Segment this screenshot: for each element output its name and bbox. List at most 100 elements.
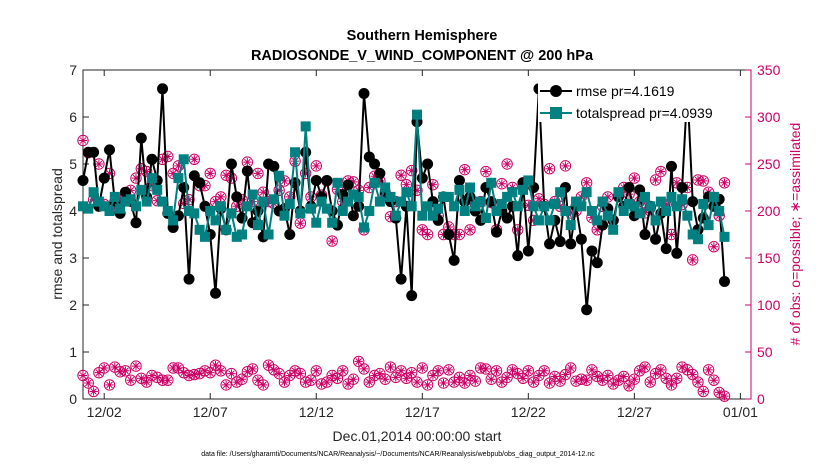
obs-possible-marker	[708, 374, 720, 386]
obs-assimilated-marker	[349, 375, 358, 384]
totalspread-point	[613, 187, 624, 198]
obs-assimilated-marker	[190, 155, 199, 164]
rmse-point	[358, 88, 370, 99]
obs-possible-marker	[125, 374, 137, 386]
obs-possible-marker	[305, 374, 317, 386]
obs-assimilated-marker	[598, 376, 607, 385]
obs-possible-marker	[496, 178, 508, 190]
obs-assimilated-marker	[688, 255, 697, 265]
obs-possible-marker	[421, 379, 434, 391]
totalspread-point	[618, 206, 629, 216]
totalspread-point	[486, 177, 497, 188]
obs-possible-marker	[686, 368, 699, 381]
obs-assimilated-marker	[646, 377, 655, 387]
totalspread-point	[576, 201, 587, 212]
totalspread-point	[507, 187, 518, 198]
totalspread-point	[703, 220, 714, 231]
obs-assimilated-marker	[720, 178, 729, 187]
obs-assimilated-marker	[248, 197, 257, 206]
obs-assimilated-marker	[465, 371, 475, 380]
obs-possible-marker	[77, 134, 89, 147]
obs-assimilated-marker	[656, 365, 666, 375]
obs-assimilated-marker	[274, 369, 284, 378]
y-left-tick-label: 2	[69, 297, 77, 313]
obs-assimilated-marker	[206, 169, 215, 178]
legend-spread-marker	[550, 107, 562, 119]
obs-possible-marker	[220, 379, 232, 391]
y-left-tick-label: 6	[69, 109, 77, 125]
obs-possible-marker	[512, 224, 524, 236]
obs-assimilated-marker	[709, 376, 719, 385]
rmse-point	[660, 243, 672, 255]
y-left-tick-label: 1	[69, 344, 77, 360]
obs-assimilated-marker	[285, 371, 294, 380]
obs-assimilated-marker	[306, 376, 316, 385]
obs-assimilated-marker	[587, 213, 597, 222]
obs-assimilated-marker	[274, 186, 284, 195]
obs-possible-marker	[655, 364, 667, 376]
obs-assimilated-marker	[327, 371, 337, 380]
obs-assimilated-marker	[237, 195, 247, 204]
obs-assimilated-marker	[455, 373, 464, 382]
obs-assimilated-marker	[418, 225, 427, 234]
rmse-point	[416, 172, 428, 184]
obs-assimilated-marker	[221, 171, 231, 180]
totalspread-point	[544, 215, 555, 226]
rmse-point	[586, 245, 598, 257]
rmse-point	[544, 238, 556, 250]
rmse-point	[284, 229, 296, 240]
totalspread-point	[258, 196, 269, 207]
totalspread-point	[295, 208, 306, 219]
obs-assimilated-marker	[635, 366, 644, 375]
obs-assimilated-marker	[137, 374, 146, 383]
obs-assimilated-marker	[232, 202, 241, 211]
x-tick-label: 12/22	[511, 404, 546, 420]
obs-assimilated-marker	[153, 373, 162, 382]
obs-assimilated-marker	[296, 369, 305, 378]
rmse-point	[422, 158, 434, 170]
obs-assimilated-marker	[709, 242, 719, 251]
obs-assimilated-marker	[412, 377, 422, 387]
obs-possible-marker	[490, 365, 503, 377]
totalspread-point	[655, 196, 666, 207]
y-left-tick-label: 0	[69, 391, 77, 407]
rmse-point	[130, 217, 142, 229]
rmse-point	[369, 158, 381, 170]
obs-assimilated-marker	[683, 365, 692, 375]
totalspread-point	[518, 184, 529, 195]
obs-assimilated-marker	[216, 366, 226, 375]
obs-assimilated-marker	[471, 376, 480, 386]
obs-assimilated-marker	[497, 179, 507, 188]
totalspread-point	[571, 196, 582, 207]
totalspread-point	[549, 198, 560, 209]
obs-possible-marker	[257, 379, 269, 391]
obs-assimilated-marker	[561, 161, 570, 171]
y-right-tick-label: 0	[757, 391, 765, 407]
rmse-point	[310, 174, 322, 186]
obs-assimilated-marker	[672, 178, 681, 187]
totalspread-point	[708, 191, 719, 202]
obs-possible-marker	[580, 374, 593, 386]
obs-assimilated-marker	[354, 357, 363, 366]
totalspread-point	[327, 217, 338, 228]
rmse-point	[321, 174, 333, 186]
totalspread-point	[178, 154, 189, 165]
totalspread-point	[475, 196, 486, 207]
obs-possible-marker	[119, 365, 132, 377]
obs-assimilated-marker	[396, 171, 406, 180]
obs-assimilated-marker	[667, 230, 676, 239]
obs-assimilated-marker	[677, 362, 687, 372]
totalspread-point	[565, 220, 576, 231]
totalspread-point	[311, 217, 322, 228]
obs-assimilated-marker	[343, 379, 353, 389]
obs-assimilated-marker	[312, 161, 321, 171]
totalspread-point	[677, 194, 688, 205]
obs-possible-marker	[395, 365, 407, 377]
obs-assimilated-marker	[131, 173, 141, 183]
obs-possible-marker	[411, 376, 423, 388]
y-left-tick-label: 3	[69, 250, 77, 266]
rmse-point	[241, 165, 253, 177]
obs-possible-marker	[464, 224, 476, 236]
obs-assimilated-marker	[386, 362, 395, 372]
